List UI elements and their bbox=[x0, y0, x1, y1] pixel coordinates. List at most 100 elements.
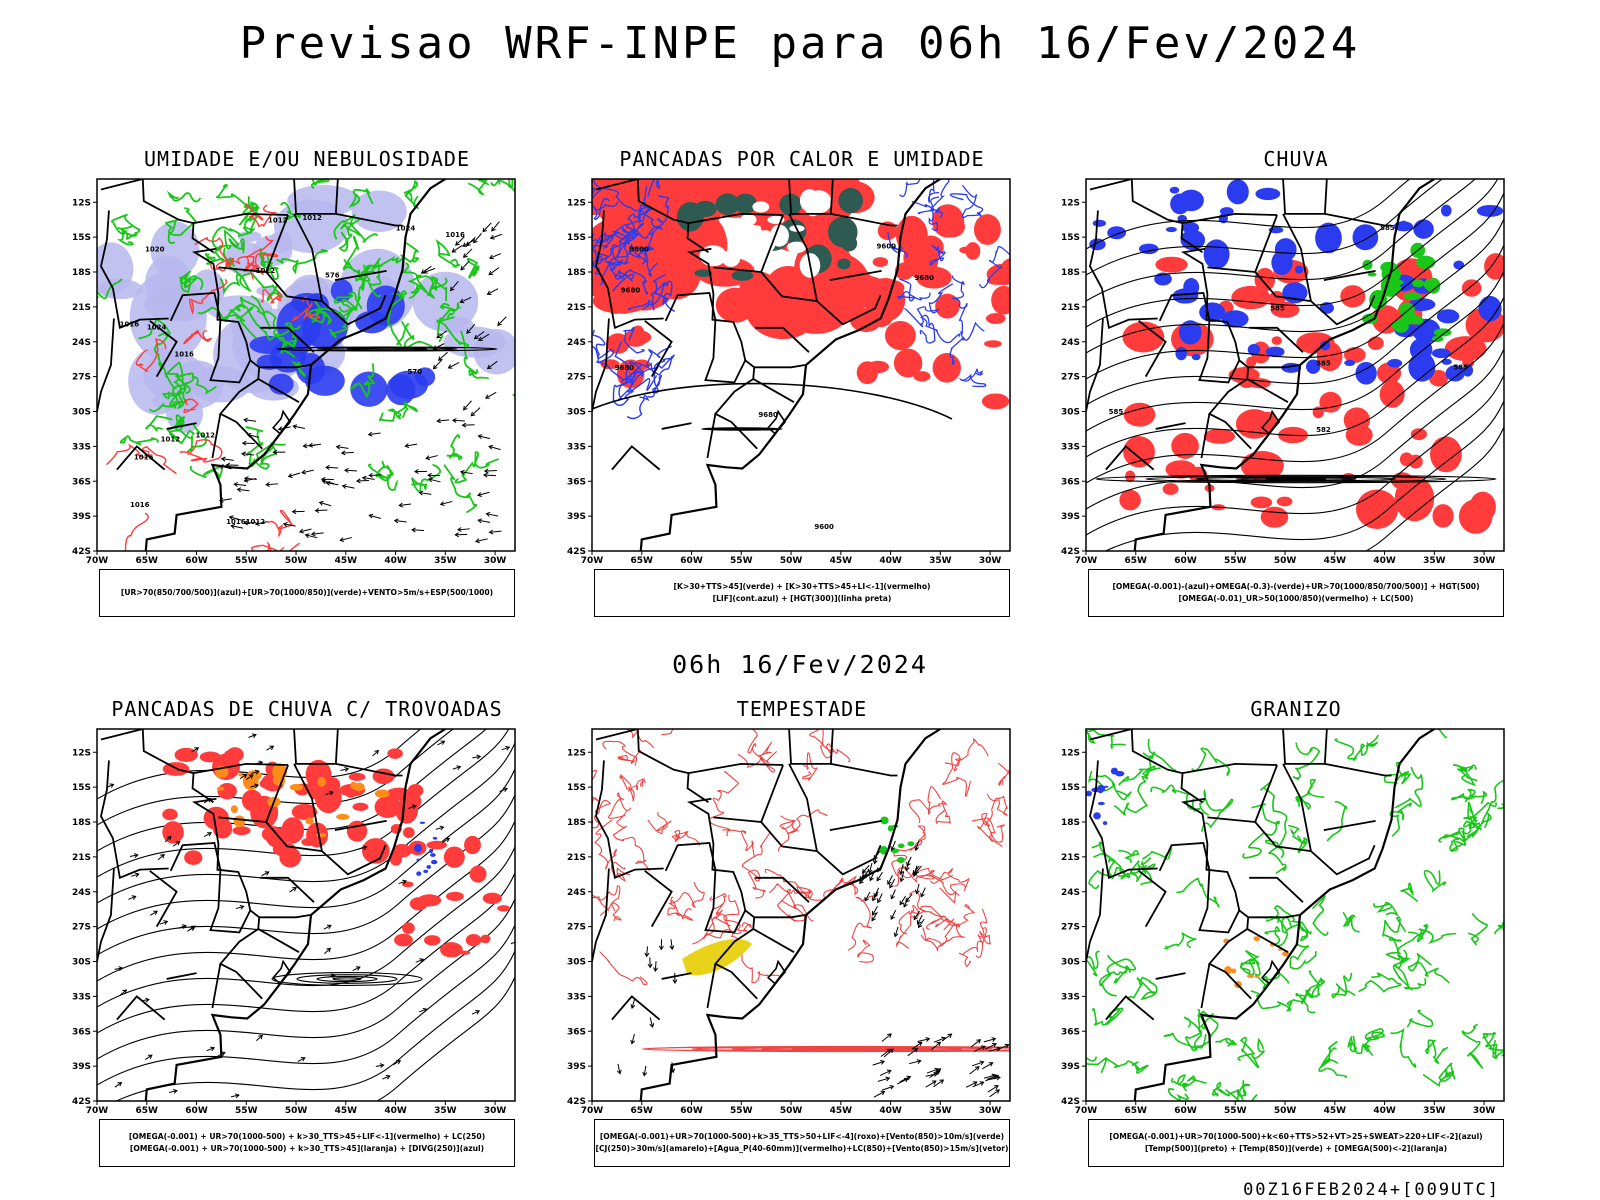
rain-blue-area bbox=[1445, 365, 1465, 382]
lagoon-outline bbox=[767, 959, 787, 985]
lat-tick-label: 21S bbox=[1061, 853, 1080, 863]
humidity-green-contour bbox=[305, 308, 332, 326]
mid-time-label: 06h 16/Fev/2024 bbox=[672, 650, 928, 679]
lat-tick-label: 42S bbox=[72, 1097, 91, 1107]
rain-red-area bbox=[1444, 336, 1487, 362]
wind850-vector bbox=[890, 889, 896, 900]
lon-tick-label: 70W bbox=[86, 1106, 109, 1116]
rain-green-area bbox=[1416, 255, 1436, 270]
precip-water-contour bbox=[802, 752, 818, 781]
hail-blue-area bbox=[1093, 812, 1101, 820]
flow-arrow bbox=[119, 989, 128, 996]
wind850-vector bbox=[669, 939, 675, 951]
wind-vector bbox=[325, 480, 339, 486]
thunder-red-area bbox=[395, 797, 419, 824]
wind-vector bbox=[427, 477, 441, 483]
temp850-contour bbox=[1462, 801, 1497, 831]
border-line bbox=[1367, 844, 1376, 860]
wind-vector bbox=[473, 233, 482, 244]
flow-arrow bbox=[324, 947, 332, 955]
flow-arrow bbox=[206, 1046, 216, 1052]
temp850-contour bbox=[1239, 950, 1259, 976]
temp850-contour bbox=[1237, 1036, 1266, 1069]
wind-vector bbox=[335, 444, 349, 450]
thunder-red-area bbox=[465, 934, 482, 947]
wind-vector bbox=[455, 236, 465, 246]
humidity-green-contour bbox=[291, 360, 307, 377]
temp850-contour bbox=[1458, 801, 1483, 845]
temp850-contour bbox=[1307, 970, 1326, 999]
rain-blue-area bbox=[1436, 309, 1460, 324]
lon-tick-label: 45W bbox=[830, 556, 853, 566]
temp850-contour bbox=[1318, 1040, 1348, 1079]
wind850-vector bbox=[972, 1081, 985, 1088]
lon-tick-label: 45W bbox=[1324, 1106, 1347, 1116]
omega-orange-area bbox=[1253, 936, 1260, 942]
humidity-green-contour bbox=[400, 262, 448, 290]
thickness-red-contour bbox=[250, 541, 300, 551]
wind850-green-area bbox=[887, 825, 894, 832]
temp850-contour bbox=[1265, 905, 1312, 935]
thunder-orange-area bbox=[305, 817, 314, 825]
thunder-orange-area bbox=[233, 815, 246, 828]
rain-blue-area bbox=[1476, 204, 1504, 217]
flow-arrow bbox=[358, 845, 368, 851]
border-line bbox=[257, 928, 300, 953]
flow-arrow bbox=[499, 787, 508, 793]
thunder-orange-area bbox=[336, 813, 350, 820]
temp850-contour bbox=[1295, 778, 1325, 811]
lifted-index-contour bbox=[612, 273, 634, 292]
wind850-vector bbox=[983, 1037, 997, 1043]
wind850-vector bbox=[899, 871, 905, 883]
contour-label: 1016 bbox=[445, 231, 465, 239]
lifted-index-contour bbox=[628, 355, 673, 377]
lifted-index-contour bbox=[606, 243, 655, 266]
humidity-lavender-area bbox=[97, 279, 143, 300]
border-line bbox=[334, 819, 387, 832]
precip-water-contour bbox=[904, 825, 926, 852]
lat-tick-label: 39S bbox=[1061, 1062, 1080, 1072]
wind-vector bbox=[451, 245, 463, 253]
wind850-vector bbox=[873, 1090, 886, 1098]
wind-vector bbox=[230, 523, 244, 529]
legend-line: [CJ(250)>30m/s](amarelo)+[Agua_P(40-60mm… bbox=[595, 1144, 1009, 1153]
humidity-green-contour bbox=[179, 270, 204, 293]
rain-red-area bbox=[1122, 321, 1165, 353]
rain-blue-area bbox=[1154, 272, 1172, 286]
wind850-vector bbox=[616, 1063, 622, 1075]
wind-vector bbox=[484, 391, 497, 399]
temp850-contour bbox=[1098, 965, 1131, 987]
lat-tick-label: 18S bbox=[72, 268, 91, 278]
cloud-gap bbox=[787, 241, 807, 254]
temp850-contour bbox=[1215, 1037, 1238, 1047]
wind-vector bbox=[241, 451, 255, 457]
lifted-index-contour bbox=[647, 354, 675, 398]
border-line bbox=[335, 212, 403, 227]
border-line bbox=[829, 269, 882, 282]
wind-vector bbox=[462, 248, 473, 259]
lat-tick-label: 12S bbox=[1061, 198, 1080, 208]
hgt500-contour bbox=[1195, 476, 1397, 482]
border-line bbox=[169, 841, 252, 934]
lat-tick-label: 42S bbox=[567, 547, 586, 557]
border-line bbox=[293, 179, 339, 215]
thunder-red-area bbox=[443, 846, 465, 868]
rain-blue-area bbox=[1247, 343, 1261, 356]
divergence-blue-area bbox=[416, 871, 422, 876]
rain-blue-area bbox=[1165, 226, 1177, 233]
temp850-contour bbox=[1118, 865, 1153, 886]
thunder-red-area bbox=[162, 821, 184, 844]
humidity-green-contour bbox=[168, 414, 195, 445]
temp850-contour bbox=[1407, 952, 1450, 984]
contour-label: 9600 bbox=[814, 523, 834, 531]
wind-vector bbox=[447, 362, 460, 369]
border-line bbox=[595, 760, 664, 880]
border-line bbox=[1089, 760, 1158, 880]
lon-tick-label: 60W bbox=[1174, 556, 1197, 566]
wind-vector bbox=[291, 509, 305, 515]
lat-tick-label: 42S bbox=[72, 547, 91, 557]
temp850-contour bbox=[1163, 1029, 1202, 1052]
wind850-vector bbox=[899, 864, 904, 875]
precip-water-contour bbox=[909, 786, 942, 824]
temp850-contour bbox=[1347, 1035, 1371, 1055]
